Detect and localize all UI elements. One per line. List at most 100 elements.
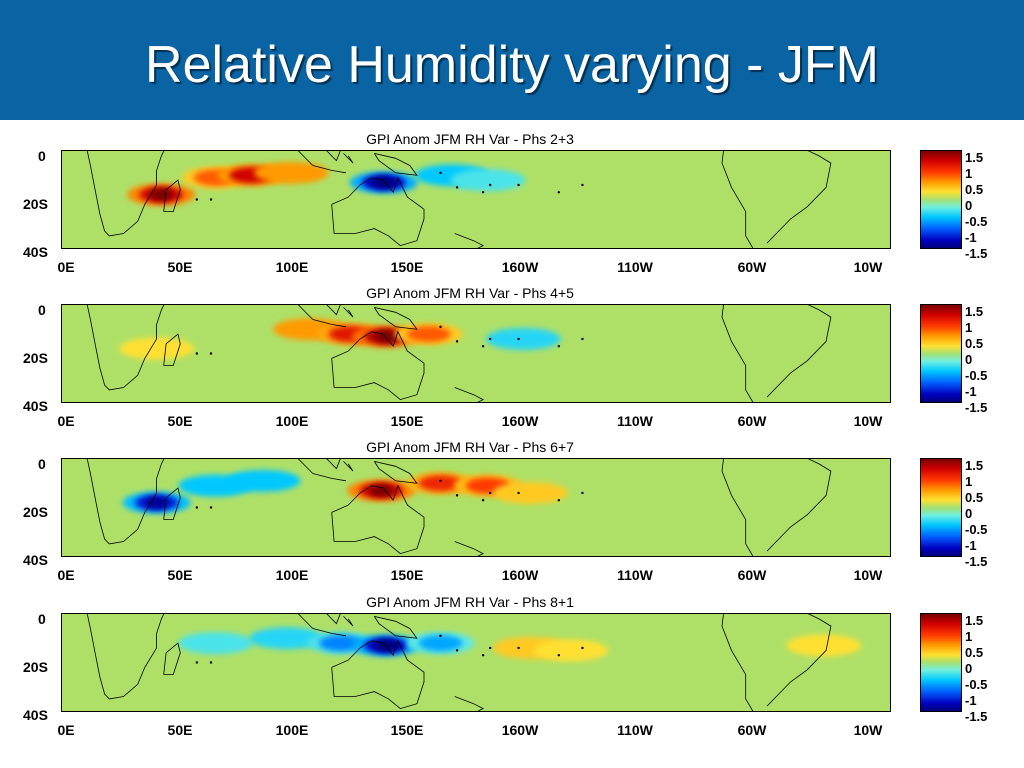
heatmap-area [61,458,891,557]
y-tick-label: 40S [23,398,48,414]
island-dot [195,506,199,509]
coastline [86,459,165,545]
coastline [766,151,832,244]
x-tick-label: 10W [853,259,883,275]
heatmap-svg [86,614,862,711]
colorbar-label: 0.5 [965,336,984,351]
heatmap-svg [86,459,832,556]
island-dot [439,171,442,175]
coastline [297,614,314,629]
colorbar-label: -1 [965,384,977,399]
title-bar: Relative Humidity varying - JFM [0,0,1024,120]
x-tick-label: 60W [737,413,767,429]
island-dot [481,499,485,502]
x-tick-label: 110W [617,259,653,275]
island-dot [581,491,584,495]
colorbar-label: 1.5 [965,150,984,165]
coastline [373,153,418,176]
colorbar-label: 0 [965,506,973,521]
y-tick-label: 20S [23,504,48,520]
heatmap-area [61,613,891,712]
x-tick-label: 150E [390,567,424,583]
x-tick-label: 160W [501,259,539,275]
island-dot [209,352,213,355]
colorbar-label: 0 [965,352,973,367]
x-tick-label: 100E [275,567,309,583]
coastline [454,233,484,248]
x-tick-label: 0E [57,567,75,583]
y-tick-label: 20S [23,350,48,366]
x-tick-label: 10W [853,722,883,738]
colorbar-label: 0 [965,661,973,676]
island-dot [517,337,520,341]
anomaly-blob [406,326,451,343]
colorbar-label: 1 [965,320,973,335]
colorbar-label: 1 [965,166,973,181]
slide-title: Relative Humidity varying - JFM [145,36,879,94]
colorbar-label: 1 [965,474,973,489]
colorbar-label: 1.5 [965,458,984,473]
island-dot [557,654,560,657]
x-tick-label: 60W [737,259,767,275]
chart-title: GPI Anom JFM RH Var - Phs 8+1 [366,594,574,610]
coastline [343,153,354,164]
coastline [766,614,832,707]
colorbar-label: 0.5 [965,645,984,660]
island-dot [581,646,584,650]
colorbar-label: -1.5 [965,246,988,261]
colorbar-label: -1 [965,230,977,245]
chart-panel: GPI Anom JFM RH Var - Phs 2+3 0 20S 40S 0E 50… [0,130,1024,284]
heatmap-svg [86,151,832,248]
colorbar-label: -1.5 [965,554,988,569]
colorbar-label: -1.5 [965,709,988,724]
x-tick-label: 110W [617,567,653,583]
colorbar-label: 1.5 [965,613,984,628]
anomaly-blob [249,627,325,650]
x-tick-label: 160W [501,413,539,429]
chart-panel: GPI Anom JFM RH Var - Phs 8+1 0 20S 40S 0E 50… [0,593,1024,747]
island-dot [557,345,560,348]
island-dot [439,325,442,329]
anomaly-blob [254,161,329,184]
y-tick-label: 0 [38,148,46,164]
coastline [343,461,354,472]
coastline [312,473,346,482]
island-dot [195,198,199,201]
coastline [163,333,181,366]
x-tick-label: 0E [57,413,75,429]
anomaly-blob [533,639,609,662]
colorbar-label: 0.5 [965,490,984,505]
x-tick-label: 10W [853,567,883,583]
chart-title: GPI Anom JFM RH Var - Phs 6+7 [366,439,574,455]
colorbar-label: -0.5 [965,677,988,692]
colorbar-label: -0.5 [965,368,988,383]
island-dot [455,186,459,189]
heatmap-area [61,150,891,249]
coastline [721,151,754,248]
heatmap-area [61,304,891,403]
x-tick-label: 0E [57,259,75,275]
island-dot [557,499,560,502]
island-dot [488,491,492,495]
coastline [312,165,346,174]
coastline [163,642,181,675]
coastline [766,459,832,552]
x-tick-label: 100E [275,413,309,429]
island-dot [517,491,520,495]
colorbar [920,613,962,712]
coastline [297,459,314,474]
x-tick-label: 150E [390,722,424,738]
island-dot [481,345,485,348]
anomaly-blob [418,635,463,652]
island-dot [557,191,560,194]
anomaly-blob [369,484,394,497]
coastline [454,541,484,556]
island-dot [488,183,492,187]
anomaly-blob [178,632,254,655]
coastline [373,616,418,639]
x-tick-label: 50E [167,567,193,583]
island-dot [488,337,492,341]
x-tick-label: 150E [390,413,424,429]
island-dot [195,352,199,355]
coastline [326,151,341,162]
